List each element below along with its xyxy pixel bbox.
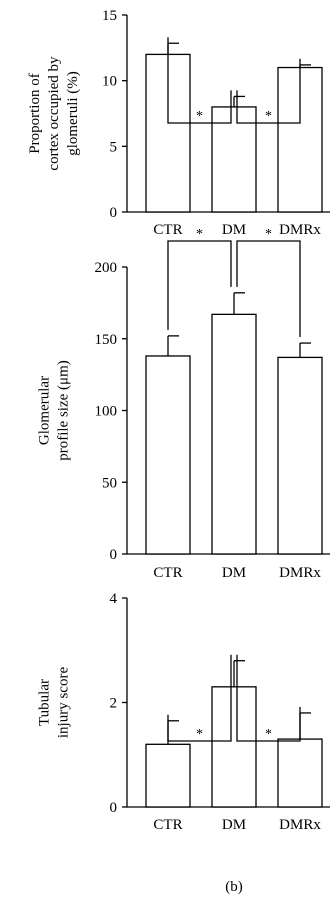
y-tick-label: 0 bbox=[110, 205, 118, 221]
x-category-label: CTR bbox=[153, 817, 182, 833]
significance-bracket bbox=[236, 654, 301, 742]
y-axis-label-line: glomeruli (%) bbox=[65, 71, 81, 156]
significance-bracket bbox=[236, 58, 301, 124]
y-tick-label: 2 bbox=[110, 696, 118, 712]
bar-dm bbox=[211, 313, 257, 555]
y-tick-label: 5 bbox=[110, 139, 118, 155]
bar-dm bbox=[211, 686, 257, 808]
y-tick-label: 150 bbox=[95, 332, 118, 348]
y-tick-label: 0 bbox=[110, 800, 118, 816]
x-category-label: CTR bbox=[153, 565, 182, 581]
figure-caption: (b) bbox=[225, 879, 243, 895]
significance-star: * bbox=[265, 227, 272, 242]
y-axis-label-line: profile size (μm) bbox=[56, 360, 72, 461]
bar-dmrx bbox=[277, 356, 323, 555]
y-tick-label: 100 bbox=[95, 404, 118, 420]
y-tick-label: 200 bbox=[95, 260, 118, 276]
bar-ctr bbox=[145, 355, 191, 555]
significance-star: * bbox=[196, 109, 203, 124]
bar-dmrx bbox=[277, 738, 323, 808]
bar-ctr bbox=[145, 743, 191, 808]
x-category-label: DM bbox=[222, 817, 246, 833]
significance-bracket bbox=[167, 37, 232, 124]
y-axis-label-line: Glomerular bbox=[37, 376, 53, 445]
bar-dmrx bbox=[277, 66, 323, 213]
significance-bracket bbox=[236, 240, 301, 338]
y-axis-label-line: Proportion of bbox=[27, 73, 43, 153]
y-tick-label: 10 bbox=[102, 74, 117, 90]
significance-star: * bbox=[265, 109, 272, 124]
y-axis-label-line: Tubular bbox=[37, 679, 53, 726]
significance-star: * bbox=[196, 227, 203, 242]
y-tick-label: 15 bbox=[102, 8, 117, 24]
x-category-label: DM bbox=[222, 565, 246, 581]
y-axis-label-line: injury score bbox=[56, 667, 72, 739]
chart-panel-tubular-injury: 0 2 4 Tubular injury score CTR DM DMRx * * bbox=[37, 591, 330, 833]
x-category-label: DM bbox=[222, 222, 246, 238]
x-category-label: DMRx bbox=[279, 222, 321, 238]
chart-panel-glomerular-size: 0 50 100 150 200 Glomerular profile size (μm) C… bbox=[37, 227, 330, 581]
y-tick-label: 50 bbox=[102, 475, 117, 491]
bar-dm bbox=[211, 106, 257, 213]
chart-panel-proportion: 0 5 10 15 Proportion of cortex occupied by glo… bbox=[27, 8, 330, 238]
significance-star: * bbox=[196, 727, 203, 742]
x-category-label: CTR bbox=[153, 222, 182, 238]
x-category-label: DMRx bbox=[279, 565, 321, 581]
y-tick-label: 0 bbox=[110, 547, 118, 563]
significance-star: * bbox=[265, 727, 272, 742]
y-tick-label: 4 bbox=[110, 591, 118, 607]
significance-bracket bbox=[167, 240, 232, 330]
x-category-label: DMRx bbox=[279, 817, 321, 833]
significance-bracket bbox=[167, 654, 232, 742]
y-axis-label-line: cortex occupied by bbox=[46, 56, 62, 171]
